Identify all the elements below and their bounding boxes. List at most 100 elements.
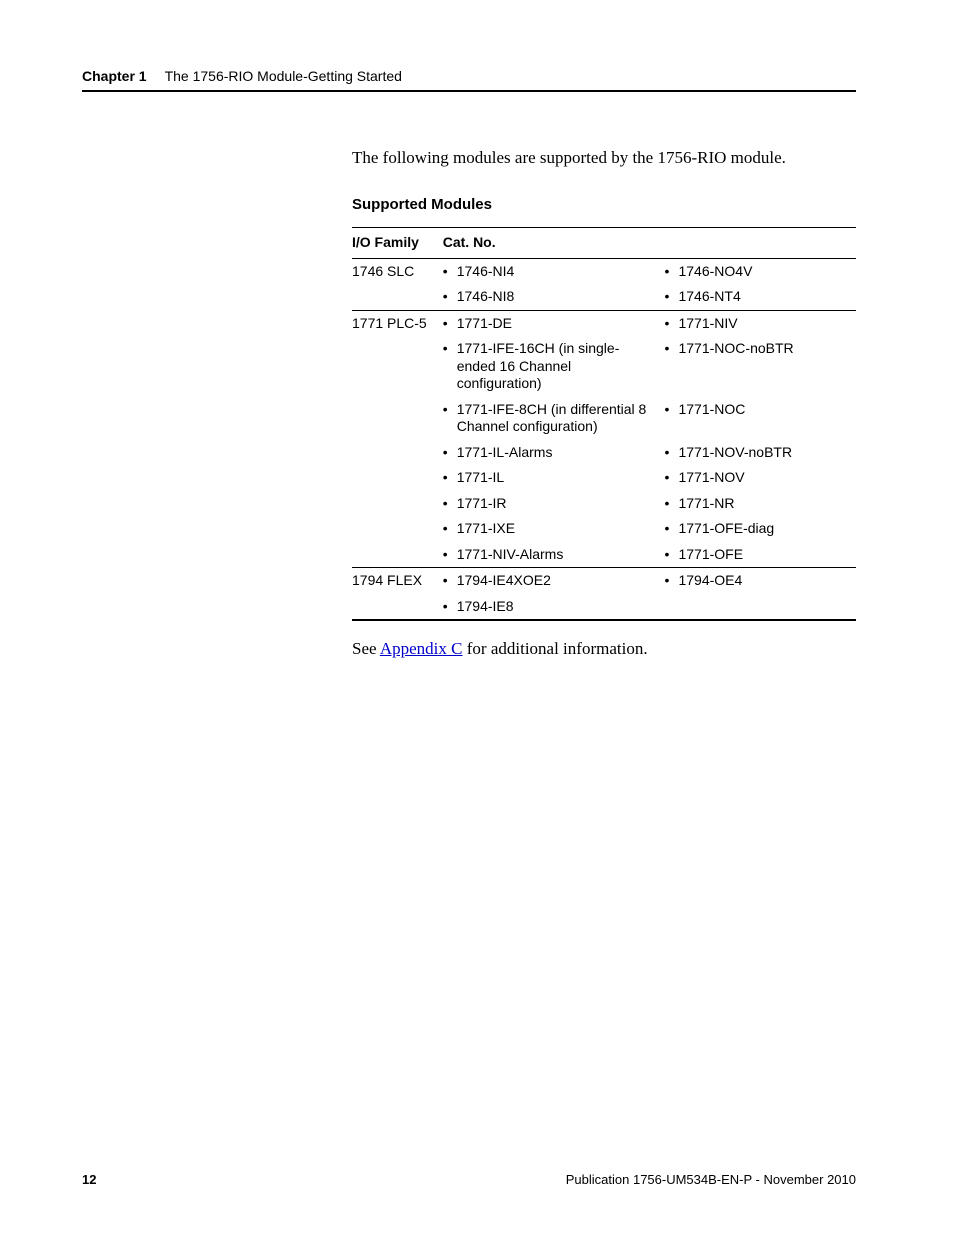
page-header: Chapter 1 The 1756-RIO Module-Getting St… bbox=[82, 68, 856, 92]
family-cell bbox=[352, 440, 443, 466]
table-title: Supported Modules bbox=[352, 196, 856, 213]
catno-text: 1771-IL bbox=[457, 469, 657, 487]
catno-cell: •1771-IL bbox=[443, 465, 665, 491]
catno-text: 1771-NR bbox=[678, 495, 848, 513]
catno-cell: •1746-NI4 bbox=[443, 258, 665, 284]
catno-cell: •1771-NOV bbox=[664, 465, 856, 491]
bullet-icon: • bbox=[664, 520, 676, 538]
catno-cell bbox=[664, 594, 856, 621]
catno-cell: •1771-OFE-diag bbox=[664, 516, 856, 542]
bullet-icon: • bbox=[443, 520, 455, 538]
bullet-icon: • bbox=[443, 546, 455, 564]
catno-cell: •1771-NOC bbox=[664, 397, 856, 440]
table-row: 1771 PLC-5•1771-DE•1771-NIV bbox=[352, 310, 856, 336]
catno-cell: •1771-NIV-Alarms bbox=[443, 542, 665, 568]
table-row: 1794 FLEX•1794-IE4XOE2•1794-OE4 bbox=[352, 568, 856, 594]
table-row: •1771-IR•1771-NR bbox=[352, 491, 856, 517]
page-number: 12 bbox=[82, 1172, 96, 1187]
catno-text: 1771-NIV bbox=[678, 315, 848, 333]
catno-text: 1771-OFE-diag bbox=[678, 520, 848, 538]
bullet-icon: • bbox=[443, 340, 455, 358]
family-cell bbox=[352, 465, 443, 491]
catno-text: 1771-NIV-Alarms bbox=[457, 546, 657, 564]
catno-cell: •1771-IL-Alarms bbox=[443, 440, 665, 466]
chapter-title: The 1756-RIO Module-Getting Started bbox=[165, 68, 402, 84]
table-row: •1794-IE8 bbox=[352, 594, 856, 621]
column-header-catno: Cat. No. bbox=[443, 228, 856, 259]
catno-cell: •1771-IFE-8CH (in differential 8 Channel… bbox=[443, 397, 665, 440]
catno-cell: •1771-IR bbox=[443, 491, 665, 517]
family-cell bbox=[352, 336, 443, 397]
page-footer: 12 Publication 1756-UM534B-EN-P - Novemb… bbox=[82, 1172, 856, 1187]
family-cell: 1746 SLC bbox=[352, 258, 443, 284]
body-column: The following modules are supported by t… bbox=[352, 148, 856, 659]
catno-text: 1746-NO4V bbox=[678, 263, 848, 281]
catno-cell: •1771-NIV bbox=[664, 310, 856, 336]
family-cell bbox=[352, 594, 443, 621]
catno-cell: •1746-NT4 bbox=[664, 284, 856, 310]
see-more-paragraph: See Appendix C for additional informatio… bbox=[352, 639, 856, 659]
catno-text: 1771-NOC-noBTR bbox=[678, 340, 848, 358]
bullet-icon: • bbox=[443, 288, 455, 306]
catno-text: 1771-IFE-8CH (in differential 8 Channel … bbox=[457, 401, 657, 436]
column-header-family: I/O Family bbox=[352, 228, 443, 259]
bullet-icon: • bbox=[664, 315, 676, 333]
supported-modules-table: I/O Family Cat. No. 1746 SLC•1746-NI4•17… bbox=[352, 227, 856, 621]
catno-text: 1771-IXE bbox=[457, 520, 657, 538]
catno-cell: •1771-NOV-noBTR bbox=[664, 440, 856, 466]
document-page: Chapter 1 The 1756-RIO Module-Getting St… bbox=[0, 0, 954, 1235]
table-row: •1746-NI8•1746-NT4 bbox=[352, 284, 856, 310]
table-row: 1746 SLC•1746-NI4•1746-NO4V bbox=[352, 258, 856, 284]
bullet-icon: • bbox=[664, 288, 676, 306]
publication-info: Publication 1756-UM534B-EN-P - November … bbox=[566, 1172, 856, 1187]
catno-cell: •1794-OE4 bbox=[664, 568, 856, 594]
bullet-icon: • bbox=[664, 495, 676, 513]
bullet-icon: • bbox=[443, 444, 455, 462]
family-cell bbox=[352, 491, 443, 517]
catno-text: 1794-IE8 bbox=[457, 598, 657, 616]
bullet-icon: • bbox=[443, 469, 455, 487]
table-header-row: I/O Family Cat. No. bbox=[352, 228, 856, 259]
catno-text: 1771-OFE bbox=[678, 546, 848, 564]
table-row: •1771-IL•1771-NOV bbox=[352, 465, 856, 491]
appendix-link[interactable]: Appendix C bbox=[380, 639, 463, 658]
catno-text: 1771-IL-Alarms bbox=[457, 444, 657, 462]
catno-text: 1771-NOV-noBTR bbox=[678, 444, 848, 462]
catno-text: 1771-NOV bbox=[678, 469, 848, 487]
bullet-icon: • bbox=[664, 401, 676, 419]
bullet-icon: • bbox=[664, 546, 676, 564]
family-cell bbox=[352, 516, 443, 542]
bullet-icon: • bbox=[443, 572, 455, 590]
bullet-icon: • bbox=[664, 572, 676, 590]
catno-cell: •1771-NR bbox=[664, 491, 856, 517]
table-row: •1771-IXE•1771-OFE-diag bbox=[352, 516, 856, 542]
bullet-icon: • bbox=[664, 263, 676, 281]
bullet-icon: • bbox=[443, 401, 455, 419]
catno-text: 1746-NI4 bbox=[457, 263, 657, 281]
catno-cell: •1771-OFE bbox=[664, 542, 856, 568]
table-row: •1771-NIV-Alarms•1771-OFE bbox=[352, 542, 856, 568]
intro-paragraph: The following modules are supported by t… bbox=[352, 148, 856, 168]
catno-cell: •1746-NI8 bbox=[443, 284, 665, 310]
family-cell bbox=[352, 284, 443, 310]
see-more-suffix: for additional information. bbox=[463, 639, 648, 658]
catno-cell: •1771-IFE-16CH (in single-ended 16 Chann… bbox=[443, 336, 665, 397]
table-row: •1771-IFE-8CH (in differential 8 Channel… bbox=[352, 397, 856, 440]
catno-cell: •1794-IE8 bbox=[443, 594, 665, 621]
catno-text: 1746-NI8 bbox=[457, 288, 657, 306]
catno-text: 1746-NT4 bbox=[678, 288, 848, 306]
catno-cell: •1746-NO4V bbox=[664, 258, 856, 284]
table-row: •1771-IL-Alarms•1771-NOV-noBTR bbox=[352, 440, 856, 466]
catno-text: 1771-IFE-16CH (in single-ended 16 Channe… bbox=[457, 340, 657, 393]
catno-cell: •1771-NOC-noBTR bbox=[664, 336, 856, 397]
bullet-icon: • bbox=[443, 598, 455, 616]
family-cell bbox=[352, 542, 443, 568]
bullet-icon: • bbox=[664, 469, 676, 487]
catno-text: 1794-OE4 bbox=[678, 572, 848, 590]
bullet-icon: • bbox=[443, 495, 455, 513]
family-cell: 1771 PLC-5 bbox=[352, 310, 443, 336]
catno-cell: •1771-IXE bbox=[443, 516, 665, 542]
family-cell: 1794 FLEX bbox=[352, 568, 443, 594]
catno-cell: •1771-DE bbox=[443, 310, 665, 336]
bullet-icon: • bbox=[443, 315, 455, 333]
